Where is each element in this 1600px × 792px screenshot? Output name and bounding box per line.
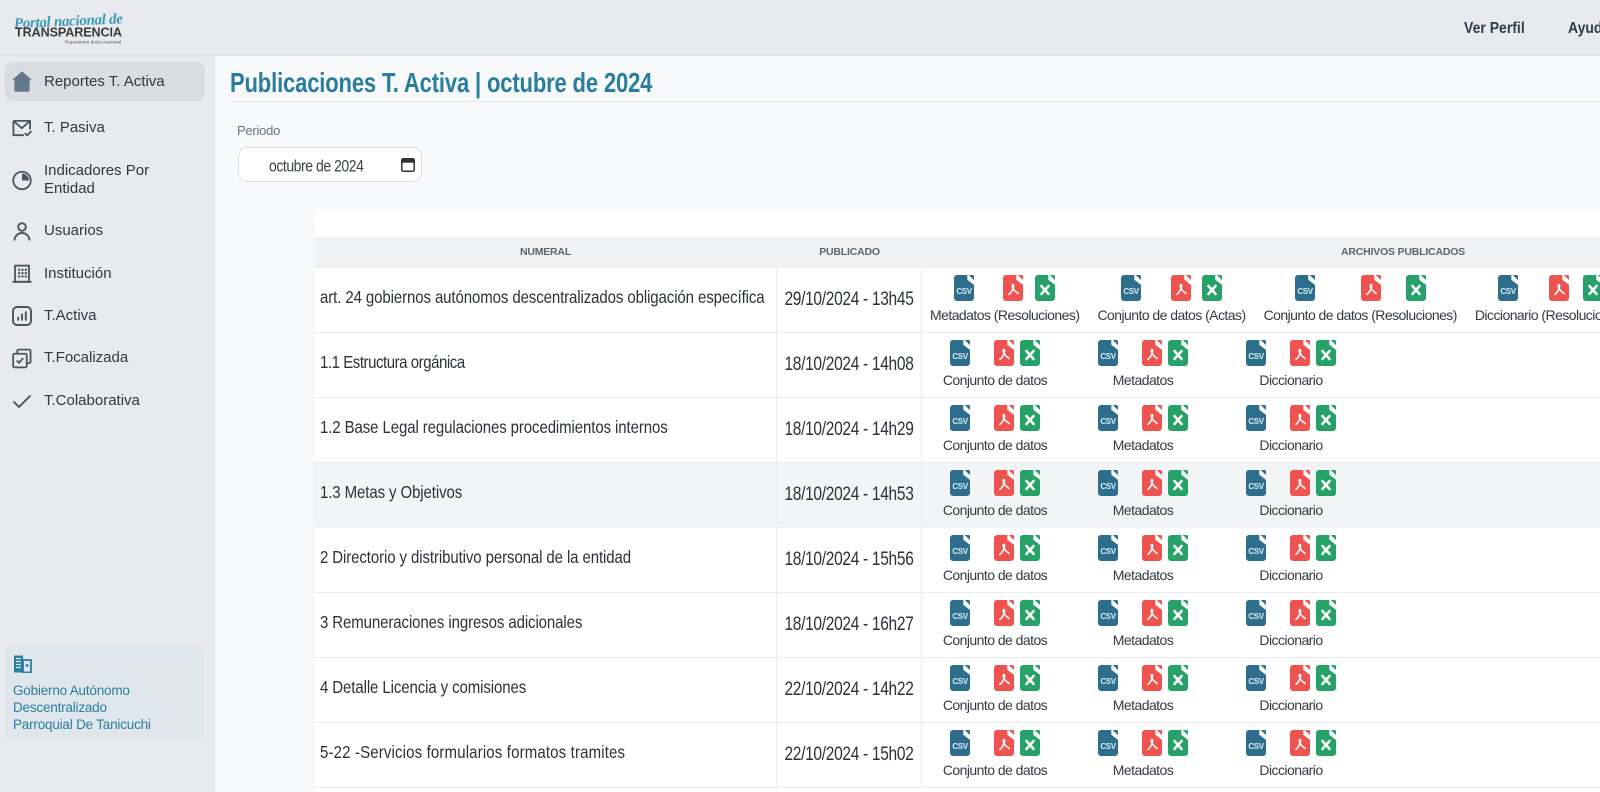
svg-text:CSV: CSV: [952, 612, 968, 621]
svg-text:CSV: CSV: [1100, 482, 1116, 491]
svg-text:CSV: CSV: [952, 677, 968, 686]
svg-text:CSV: CSV: [1248, 482, 1264, 491]
svg-text:CSV: CSV: [952, 417, 968, 426]
svg-text:CSV: CSV: [1100, 547, 1116, 556]
svg-text:CSV: CSV: [1248, 352, 1264, 361]
svg-text:CSV: CSV: [1100, 352, 1116, 361]
svg-text:CSV: CSV: [1297, 287, 1313, 296]
svg-text:CSV: CSV: [1248, 677, 1264, 686]
svg-text:CSV: CSV: [957, 287, 973, 296]
svg-text:CSV: CSV: [1123, 287, 1139, 296]
svg-text:CSV: CSV: [1248, 742, 1264, 751]
svg-text:CSV: CSV: [952, 547, 968, 556]
svg-text:Portal nacional de: Portal nacional de: [14, 11, 124, 32]
svg-text:CSV: CSV: [952, 482, 968, 491]
svg-text:CSV: CSV: [1100, 677, 1116, 686]
svg-text:TRANSPARENCIA: TRANSPARENCIA: [15, 26, 122, 40]
svg-text:CSV: CSV: [1100, 612, 1116, 621]
svg-text:CSV: CSV: [1248, 547, 1264, 556]
svg-text:CSV: CSV: [1248, 612, 1264, 621]
svg-text:CSV: CSV: [1248, 417, 1264, 426]
svg-text:CSV: CSV: [1100, 417, 1116, 426]
svg-text:CSV: CSV: [952, 742, 968, 751]
svg-text:CSV: CSV: [1100, 742, 1116, 751]
svg-text:CSV: CSV: [952, 352, 968, 361]
svg-text:CSV: CSV: [1501, 287, 1517, 296]
svg-text:Repositorio único nacional: Repositorio único nacional: [65, 40, 121, 46]
